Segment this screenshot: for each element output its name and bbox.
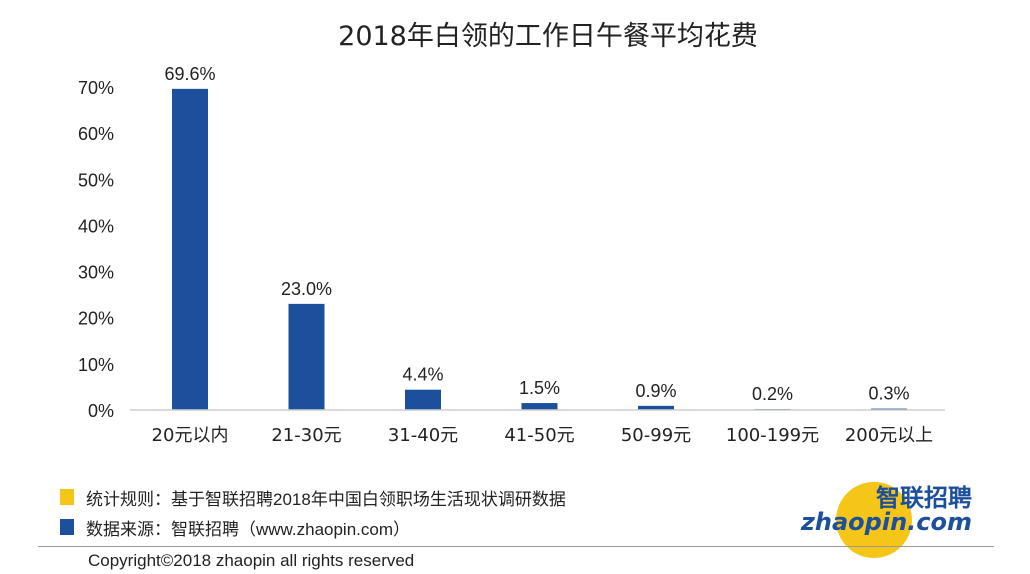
x-axis: 20元以内 21-30元 31-40元 41-50元 50-99元 100-199元 200… (152, 425, 934, 446)
x-tick-label: 100-199元 (726, 425, 819, 446)
value-labels: 69.6% 23.0% 4.4% 1.5% 0.9% 0.2% 0.3% (164, 64, 909, 404)
x-tick-label: 31-40元 (388, 425, 458, 446)
bar (172, 88, 208, 411)
logo-brand-en: zhaopin.com (800, 508, 972, 536)
bar (405, 389, 441, 410)
zhaopin-logo: 智联招聘 zhaopin.com (800, 482, 972, 558)
bar-value-label: 1.5% (519, 378, 560, 398)
bar (638, 405, 674, 410)
data-source-note: 数据来源：智联招聘（www.zhaopin.com） (60, 515, 410, 539)
bar-value-label: 23.0% (281, 279, 332, 299)
y-tick-label: 10% (78, 355, 114, 375)
logo-brand-cn: 智联招聘 (876, 484, 972, 512)
x-tick-label: 21-30元 (271, 425, 341, 446)
y-axis: 0% 10% 20% 30% 40% 50% 60% 70% (78, 78, 114, 421)
x-tick-label: 200元以上 (845, 425, 933, 446)
bars (172, 88, 907, 411)
bar-value-label: 4.4% (402, 365, 443, 385)
blue-square-icon (60, 519, 74, 535)
stat-rule-note: 统计规则：基于智联招聘2018年中国白领职场生活现状调研数据 (60, 485, 566, 509)
stat-rule-text: 统计规则：基于智联招聘2018年中国白领职场生活现状调研数据 (86, 489, 566, 509)
y-tick-label: 70% (78, 78, 114, 98)
x-tick-label: 20元以内 (152, 425, 229, 446)
y-tick-label: 50% (78, 170, 114, 190)
bar-value-label: 0.9% (635, 381, 676, 401)
y-tick-label: 40% (78, 216, 114, 236)
bar-value-label: 0.3% (868, 384, 909, 404)
y-tick-label: 60% (78, 124, 114, 144)
x-tick-label: 50-99元 (621, 425, 691, 446)
logo-circle (836, 482, 912, 558)
chart-title: 2018年白领的工作日午餐平均花费 (338, 21, 758, 52)
bar (521, 403, 558, 410)
x-tick-label: 41-50元 (504, 425, 574, 446)
bar (288, 303, 325, 410)
y-tick-label: 0% (88, 401, 114, 421)
bar-value-label: 69.6% (164, 64, 215, 84)
copyright-text: Copyright©2018 zhaopin all rights reserv… (88, 551, 415, 570)
bar-value-label: 0.2% (752, 384, 793, 404)
y-tick-label: 20% (78, 309, 114, 329)
y-tick-label: 30% (78, 263, 114, 283)
data-source-text: 数据来源：智联招聘（www.zhaopin.com） (86, 519, 411, 539)
yellow-square-icon (60, 489, 74, 505)
footer-divider (38, 546, 994, 547)
